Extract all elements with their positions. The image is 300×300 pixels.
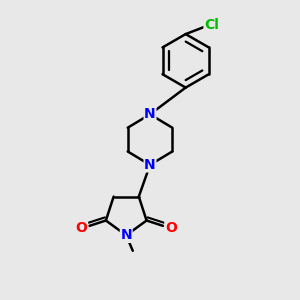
Text: N: N — [120, 228, 132, 242]
Text: N: N — [144, 158, 156, 172]
Text: O: O — [165, 221, 177, 236]
Text: O: O — [76, 221, 88, 236]
Text: N: N — [144, 107, 156, 121]
Text: Cl: Cl — [204, 18, 219, 32]
